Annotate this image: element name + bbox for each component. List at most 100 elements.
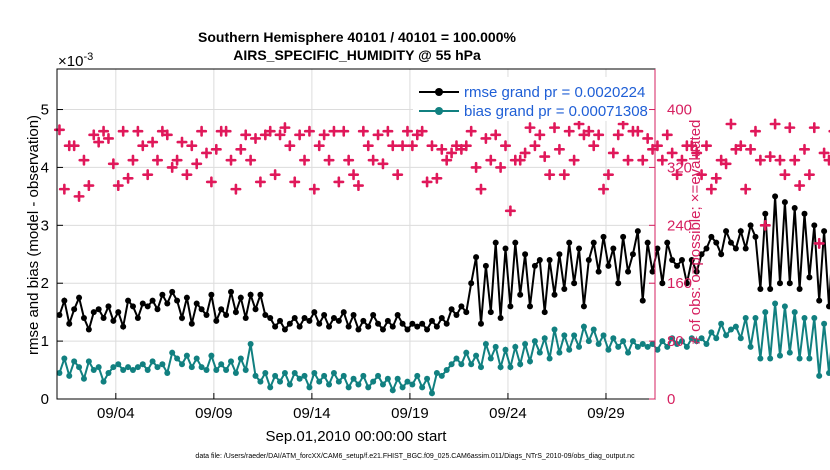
bias-point	[580, 323, 587, 330]
rmse-point	[120, 323, 127, 330]
rmse-point	[95, 306, 102, 313]
obs-count-marker	[264, 125, 276, 137]
bias-point	[453, 355, 460, 362]
rmse-point	[350, 312, 357, 319]
bias-point	[419, 384, 426, 391]
obs-count-marker	[602, 169, 614, 181]
bias-point	[713, 335, 720, 342]
bias-point	[355, 381, 362, 388]
bias-point	[654, 346, 661, 353]
obs-count-marker	[671, 169, 683, 181]
obs-count-marker	[470, 161, 482, 173]
obs-count-marker	[710, 172, 722, 184]
rmse-point	[752, 233, 759, 240]
rmse-point	[576, 245, 583, 252]
rmse-point	[394, 312, 401, 319]
obs-count-marker	[220, 125, 232, 137]
bias-point	[242, 367, 249, 374]
obs-count-marker	[401, 125, 413, 137]
x-tick-label: 09/14	[293, 405, 331, 422]
bias-line	[58, 303, 830, 397]
bias-point	[218, 361, 225, 368]
obs-count-marker	[789, 154, 801, 166]
bias-point	[708, 329, 715, 336]
bias-point	[507, 364, 514, 371]
rmse-point	[188, 320, 195, 327]
obs-count-marker	[794, 180, 806, 192]
x-tick-label: 09/19	[391, 405, 429, 422]
rmse-point	[419, 320, 426, 327]
rmse-point	[90, 309, 97, 316]
obs-count-marker	[764, 151, 776, 163]
bias-point	[757, 355, 764, 362]
obs-count-marker	[499, 140, 512, 152]
rmse-point	[473, 254, 480, 261]
obs-count-marker	[68, 140, 80, 152]
obs-count-marker	[656, 154, 668, 166]
rmse-point	[821, 228, 828, 235]
obs-count-marker	[151, 154, 163, 166]
rmse-point	[409, 320, 416, 327]
bias-point	[149, 358, 156, 365]
obs-count-marker	[250, 132, 262, 144]
obs-count-marker	[446, 147, 458, 159]
obs-count-marker	[269, 169, 281, 181]
rmse-point	[316, 320, 323, 327]
bias-point	[620, 338, 627, 345]
bias-point	[134, 364, 141, 371]
rmse-point	[781, 199, 788, 206]
axes: 09/04 09/09 09/14 09/19 09/24 09/29 0 1 2 3 4 5 0 80 1…	[41, 69, 692, 422]
obs-count-marker	[754, 154, 766, 166]
bias-point	[360, 372, 367, 379]
obs-count-marker	[769, 118, 781, 130]
obs-count-marker	[240, 129, 252, 141]
bias-point	[164, 369, 171, 376]
rmse-point	[786, 280, 793, 287]
obs-count-marker	[808, 122, 820, 134]
obs-count-marker	[696, 169, 708, 181]
bias-point	[674, 341, 681, 347]
rmse-point	[56, 312, 63, 319]
bias-point	[100, 378, 107, 385]
bias-point	[786, 349, 793, 356]
bias-point	[801, 314, 808, 321]
rmse-point	[482, 262, 489, 269]
bias-point	[384, 375, 391, 382]
obs-count-marker	[333, 176, 345, 188]
rmse-point	[384, 317, 391, 324]
bias-point	[90, 367, 97, 374]
obs-count-marker	[284, 140, 296, 152]
bias-point	[561, 332, 568, 339]
rmse-point	[414, 323, 421, 330]
bias-point	[80, 375, 87, 382]
rmse-point	[100, 314, 107, 321]
rmse-point	[76, 294, 83, 301]
bias-point	[649, 341, 656, 347]
rmse-point	[693, 268, 700, 275]
obs-count-marker	[406, 140, 418, 152]
obs-count-marker	[431, 172, 443, 184]
rmse-point	[703, 245, 710, 252]
rmse-point	[762, 210, 769, 217]
bias-point	[115, 361, 122, 368]
rmse-point	[468, 280, 475, 287]
obs-count-marker	[387, 140, 399, 152]
y-tick-label: 4	[41, 159, 49, 176]
bias-point	[527, 358, 534, 365]
obs-count-marker	[201, 147, 212, 159]
rmse-point	[66, 320, 73, 327]
rmse-point	[531, 262, 538, 269]
rmse-point	[659, 280, 666, 287]
rmse-point	[806, 274, 813, 281]
bias-point	[600, 332, 607, 339]
rmse-point	[330, 314, 337, 321]
obs-count-marker	[225, 154, 237, 166]
obs-count-marker	[397, 140, 409, 152]
rmse-point	[776, 280, 783, 287]
bias-point	[610, 335, 617, 342]
rmse-point	[723, 228, 730, 235]
bias-point	[296, 375, 303, 382]
rmse-point	[698, 251, 705, 258]
rmse-point	[242, 314, 249, 321]
obs-count-marker	[147, 136, 159, 148]
